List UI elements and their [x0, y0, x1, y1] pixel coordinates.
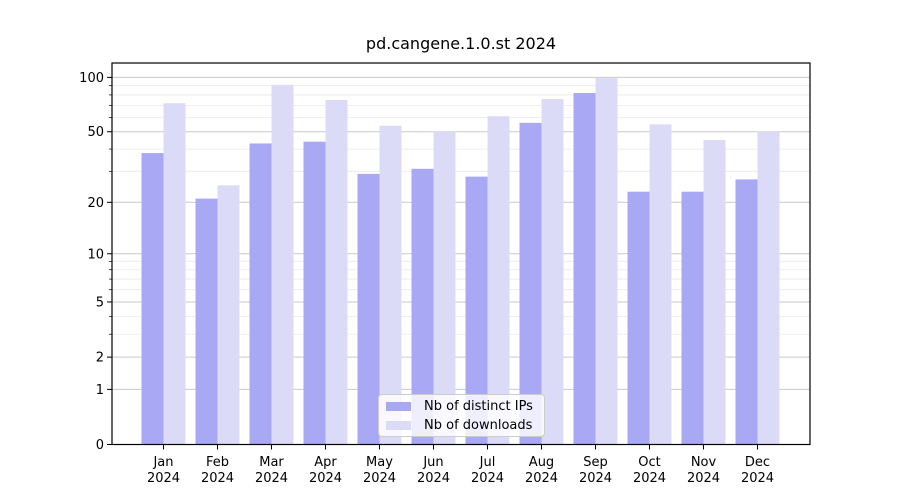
- y-tick-label-2: 2: [96, 351, 104, 366]
- bar-distinct-ips-oct: [627, 191, 650, 445]
- bar-distinct-ips-dec: [735, 179, 758, 445]
- bar-downloads-dec: [757, 131, 780, 445]
- bar-distinct-ips-aug: [519, 122, 542, 445]
- y-tick-label-0: 0: [96, 438, 104, 453]
- x-tick-label-year-feb: 2024: [201, 471, 234, 486]
- bar-distinct-ips-sep: [573, 92, 596, 445]
- bar-downloads-feb: [217, 185, 240, 445]
- x-tick-label-year-apr: 2024: [309, 471, 342, 486]
- x-tick-label-year-jun: 2024: [417, 471, 450, 486]
- y-tick-label-50: 50: [87, 125, 104, 140]
- legend-swatch-downloads: [386, 420, 411, 430]
- x-tick-label-year-nov: 2024: [687, 471, 720, 486]
- bar-downloads-apr: [325, 99, 348, 445]
- bar-distinct-ips-nov: [681, 191, 704, 445]
- bar-distinct-ips-feb: [195, 198, 218, 445]
- bar-downloads-sep: [595, 78, 618, 445]
- x-tick-label-year-jan: 2024: [147, 471, 180, 486]
- legend-item-downloads: Nb of downloads: [386, 417, 538, 433]
- x-tick-label-year-aug: 2024: [525, 471, 558, 486]
- bar-distinct-ips-mar: [249, 143, 272, 445]
- x-tick-label-year-may: 2024: [363, 471, 396, 486]
- x-tick-label-month-sep: Sep: [583, 455, 608, 470]
- bar-downloads-jun: [433, 131, 456, 445]
- x-tick-label-year-oct: 2024: [633, 471, 666, 486]
- bar-downloads-jul: [487, 116, 510, 445]
- x-tick-label-month-jan: Jan: [152, 455, 173, 470]
- x-tick-label-year-dec: 2024: [741, 471, 774, 486]
- x-tick-label-month-may: May: [366, 455, 393, 470]
- x-tick-label-month-nov: Nov: [691, 455, 717, 470]
- legend-label-downloads: Nb of downloads: [424, 417, 533, 433]
- y-tick-label-1: 1: [96, 383, 104, 398]
- x-tick-label-month-dec: Dec: [745, 455, 770, 470]
- x-tick-label-year-sep: 2024: [579, 471, 612, 486]
- bar-downloads-mar: [271, 84, 294, 445]
- y-tick-label-100: 100: [79, 71, 104, 86]
- legend-swatch-distinct-ips: [386, 401, 411, 411]
- legend: Nb of distinct IPs Nb of downloads: [378, 394, 545, 437]
- x-tick-label-month-jun: Jun: [422, 455, 443, 470]
- x-tick-label-month-mar: Mar: [259, 455, 284, 470]
- chart-title: pd.cangene.1.0.st 2024: [365, 34, 557, 53]
- x-tick-label-year-mar: 2024: [255, 471, 288, 486]
- x-tick-label-month-jul: Jul: [479, 455, 496, 470]
- y-tick-label-20: 20: [87, 196, 104, 211]
- x-tick-label-month-apr: Apr: [314, 455, 337, 470]
- legend-item-distinct-ips: Nb of distinct IPs: [386, 398, 538, 414]
- bar-downloads-jan: [163, 103, 186, 445]
- bar-distinct-ips-jul: [465, 176, 488, 445]
- bar-downloads-aug: [541, 98, 564, 445]
- bar-downloads-nov: [703, 139, 726, 445]
- bar-downloads-may: [379, 125, 402, 445]
- legend-label-distinct-ips: Nb of distinct IPs: [424, 398, 533, 414]
- bar-downloads-oct: [649, 124, 672, 445]
- y-tick-label-10: 10: [87, 247, 104, 262]
- y-tick-label-5: 5: [96, 295, 104, 310]
- x-tick-label-year-jul: 2024: [471, 471, 504, 486]
- bar-distinct-ips-jan: [141, 153, 164, 445]
- x-tick-label-month-oct: Oct: [638, 455, 660, 470]
- bar-distinct-ips-apr: [303, 141, 326, 445]
- bar-distinct-ips-jun: [411, 168, 434, 445]
- x-tick-label-month-aug: Aug: [529, 455, 554, 470]
- bar-distinct-ips-may: [357, 173, 380, 445]
- x-tick-label-month-feb: Feb: [206, 455, 229, 470]
